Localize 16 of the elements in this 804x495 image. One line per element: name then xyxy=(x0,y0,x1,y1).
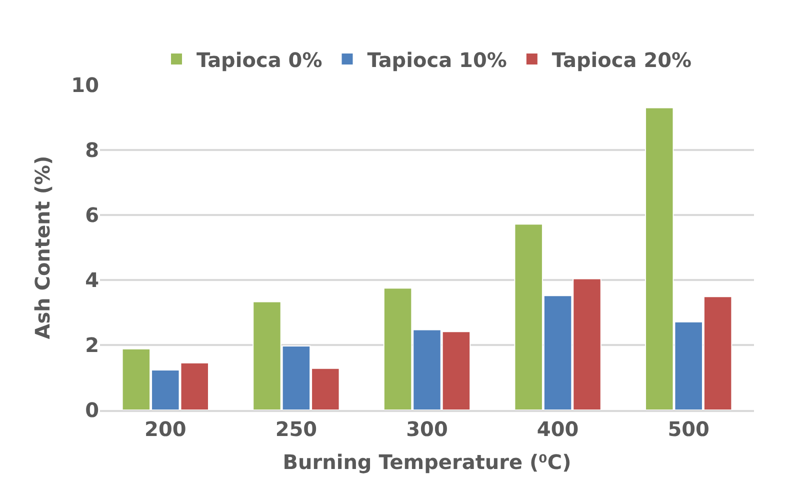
legend-label: Tapioca 0% xyxy=(196,48,322,72)
y-tick-label: 2 xyxy=(85,333,99,357)
x-tick-label: 400 xyxy=(536,417,579,441)
y-axis-title: Ash Content (%) xyxy=(30,156,55,340)
x-axis-title: Burning Temperature (⁰C) xyxy=(282,450,572,474)
x-tick-label: 250 xyxy=(275,417,318,441)
legend-label: Tapioca 20% xyxy=(552,48,692,72)
y-tick-label: 4 xyxy=(85,268,99,292)
y-tick-label: 10 xyxy=(71,73,99,97)
x-tick-label: 300 xyxy=(406,417,448,441)
x-tick-label: 200 xyxy=(144,417,186,441)
y-tick-label: 8 xyxy=(85,138,99,162)
legend-label: Tapioca 10% xyxy=(367,48,507,72)
x-tick-label: 500 xyxy=(668,417,710,441)
y-tick-label: 0 xyxy=(85,398,99,422)
y-tick-label: 6 xyxy=(85,203,99,227)
